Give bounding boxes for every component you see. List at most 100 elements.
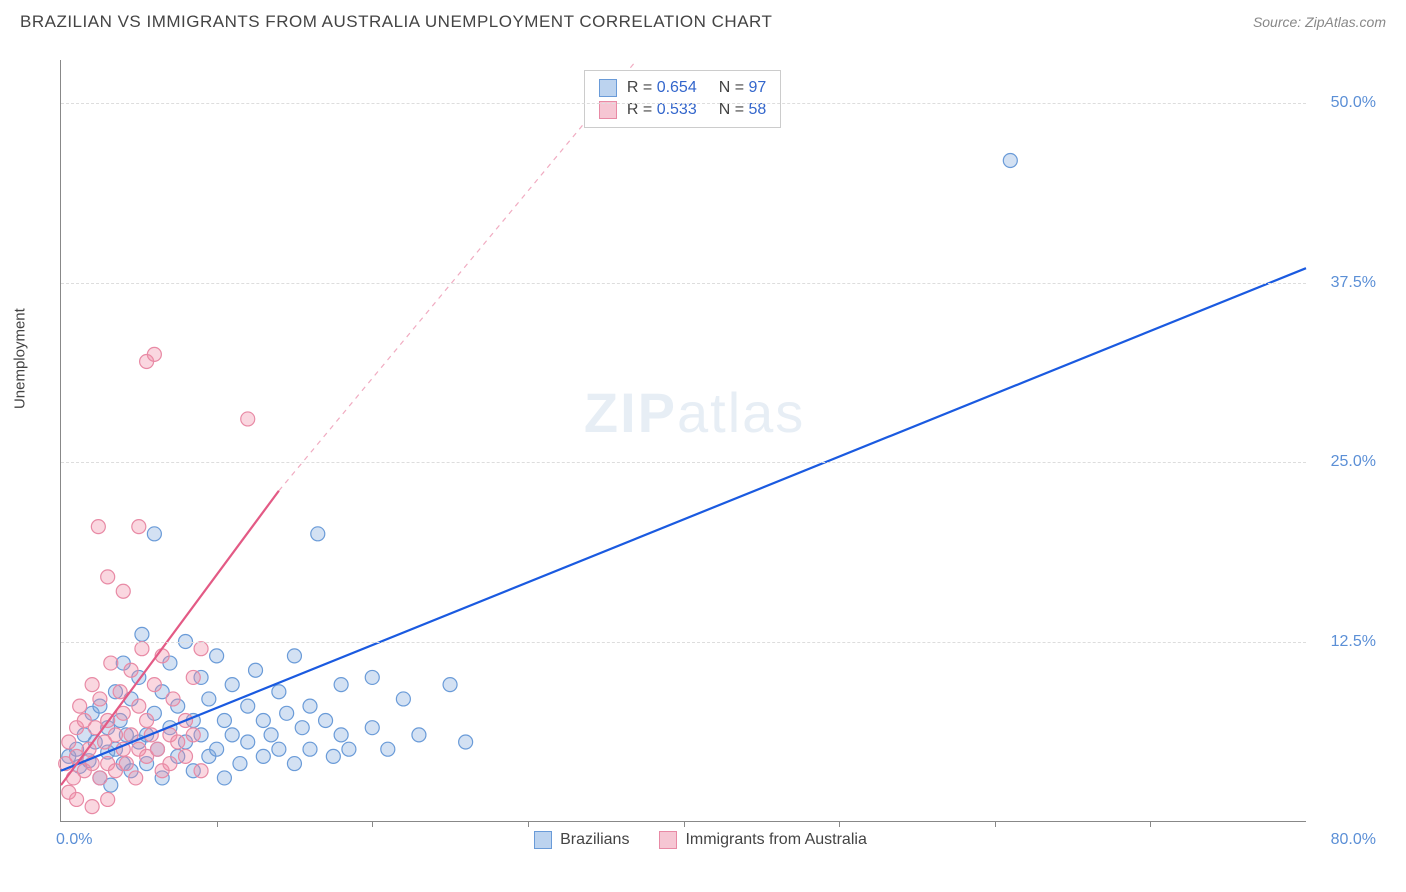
scatter-point — [295, 721, 309, 735]
scatter-point — [249, 663, 263, 677]
legend-swatch — [599, 79, 617, 97]
y-tick-label: 25.0% — [1331, 453, 1376, 471]
scatter-point — [85, 800, 99, 814]
scatter-point — [443, 678, 457, 692]
scatter-point — [116, 584, 130, 598]
scatter-point — [147, 527, 161, 541]
scatter-point — [256, 713, 270, 727]
scatter-svg — [61, 60, 1306, 821]
scatter-point — [1003, 154, 1017, 168]
scatter-point — [303, 742, 317, 756]
scatter-point — [365, 721, 379, 735]
legend-swatch — [659, 831, 677, 849]
scatter-point — [113, 685, 127, 699]
bottom-legend: Brazilians Immigrants from Australia — [534, 831, 867, 849]
scatter-point — [108, 728, 122, 742]
scatter-point — [129, 771, 143, 785]
legend-swatch — [534, 831, 552, 849]
scatter-point — [62, 735, 76, 749]
gridline — [61, 642, 1306, 643]
scatter-point — [396, 692, 410, 706]
scatter-point — [311, 527, 325, 541]
scatter-point — [342, 742, 356, 756]
scatter-point — [241, 735, 255, 749]
scatter-point — [135, 642, 149, 656]
gridline — [61, 283, 1306, 284]
legend-label: Brazilians — [560, 831, 629, 849]
scatter-point — [272, 685, 286, 699]
scatter-point — [150, 742, 164, 756]
scatter-point — [140, 713, 154, 727]
scatter-point — [91, 520, 105, 534]
scatter-point — [132, 699, 146, 713]
scatter-point — [186, 670, 200, 684]
correlation-stats-box: R = 0.654N = 97R = 0.533N = 58 — [584, 70, 781, 128]
gridline — [61, 103, 1306, 104]
x-tick — [528, 821, 529, 827]
x-tick — [1150, 821, 1151, 827]
gridline — [61, 462, 1306, 463]
scatter-point — [124, 663, 138, 677]
y-axis-label: Unemployment — [12, 308, 29, 409]
scatter-point — [256, 749, 270, 763]
scatter-point — [326, 749, 340, 763]
scatter-point — [217, 713, 231, 727]
scatter-point — [233, 757, 247, 771]
scatter-point — [73, 699, 87, 713]
x-tick — [684, 821, 685, 827]
scatter-point — [163, 757, 177, 771]
scatter-point — [287, 757, 301, 771]
scatter-point — [287, 649, 301, 663]
legend-item: Brazilians — [534, 831, 629, 849]
y-tick-label: 12.5% — [1331, 633, 1376, 651]
y-tick-label: 50.0% — [1331, 94, 1376, 112]
scatter-point — [194, 642, 208, 656]
scatter-point — [264, 728, 278, 742]
scatter-point — [101, 792, 115, 806]
scatter-point — [334, 728, 348, 742]
scatter-point — [93, 771, 107, 785]
scatter-point — [210, 742, 224, 756]
x-axis-min-label: 0.0% — [56, 831, 92, 849]
scatter-point — [119, 757, 133, 771]
scatter-point — [241, 412, 255, 426]
scatter-point — [303, 699, 317, 713]
scatter-point — [93, 692, 107, 706]
scatter-point — [85, 678, 99, 692]
scatter-point — [202, 692, 216, 706]
header: BRAZILIAN VS IMMIGRANTS FROM AUSTRALIA U… — [0, 0, 1406, 40]
x-tick — [372, 821, 373, 827]
plot-area: ZIPatlas R = 0.654N = 97R = 0.533N = 58 … — [60, 60, 1306, 822]
x-tick — [995, 821, 996, 827]
scatter-point — [225, 678, 239, 692]
scatter-point — [319, 713, 333, 727]
scatter-point — [459, 735, 473, 749]
source-attribution: Source: ZipAtlas.com — [1253, 14, 1386, 30]
scatter-point — [135, 627, 149, 641]
scatter-point — [272, 742, 286, 756]
scatter-point — [179, 749, 193, 763]
scatter-point — [210, 649, 224, 663]
x-axis-max-label: 80.0% — [1331, 831, 1376, 849]
scatter-point — [132, 520, 146, 534]
scatter-point — [412, 728, 426, 742]
scatter-point — [147, 678, 161, 692]
scatter-point — [334, 678, 348, 692]
scatter-point — [365, 670, 379, 684]
r-label: R = 0.654 — [627, 79, 697, 97]
scatter-point — [217, 771, 231, 785]
trend-line — [61, 268, 1306, 771]
x-tick — [839, 821, 840, 827]
y-tick-label: 37.5% — [1331, 274, 1376, 292]
scatter-point — [186, 728, 200, 742]
legend-label: Immigrants from Australia — [685, 831, 866, 849]
n-label: N = 97 — [719, 79, 767, 97]
scatter-point — [241, 699, 255, 713]
scatter-point — [381, 742, 395, 756]
chart-container: Unemployment ZIPatlas R = 0.654N = 97R =… — [50, 50, 1386, 852]
scatter-point — [147, 347, 161, 361]
scatter-point — [70, 792, 84, 806]
scatter-point — [171, 735, 185, 749]
scatter-point — [101, 570, 115, 584]
x-tick — [217, 821, 218, 827]
